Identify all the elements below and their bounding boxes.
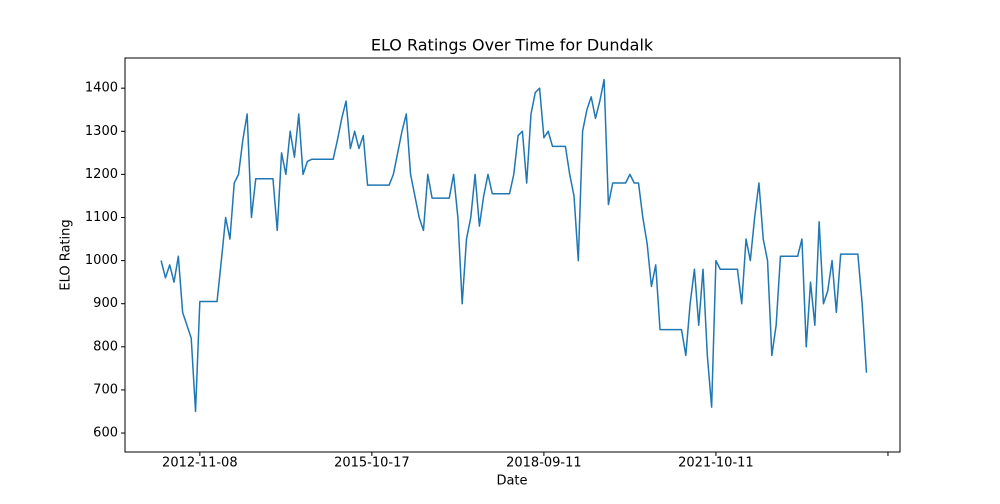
y-tick-label: 1000	[85, 253, 118, 268]
plot-frame	[124, 57, 901, 453]
x-tick-label: 2021-10-11	[678, 456, 754, 471]
chart-title: ELO Ratings Over Time for Dundalk	[371, 36, 654, 55]
y-tick-label: 1100	[85, 210, 118, 225]
x-axis-label: Date	[496, 474, 527, 489]
x-tick-label: 2012-11-08	[162, 456, 238, 471]
y-tick-label: 900	[93, 296, 118, 311]
y-tick-label: 1400	[85, 81, 118, 96]
y-axis-label: ELO Rating	[59, 219, 74, 290]
line	[160, 78, 868, 413]
y-tick-label: 600	[93, 426, 118, 441]
y-tick-label: 700	[93, 382, 118, 397]
x-tick-label: 2018-09-11	[506, 456, 582, 471]
y-tick-label: 800	[93, 339, 118, 354]
y-tick-label: 1300	[85, 124, 118, 139]
y-tick-label: 1200	[85, 167, 118, 182]
x-tick-label: 2015-10-17	[334, 456, 410, 471]
